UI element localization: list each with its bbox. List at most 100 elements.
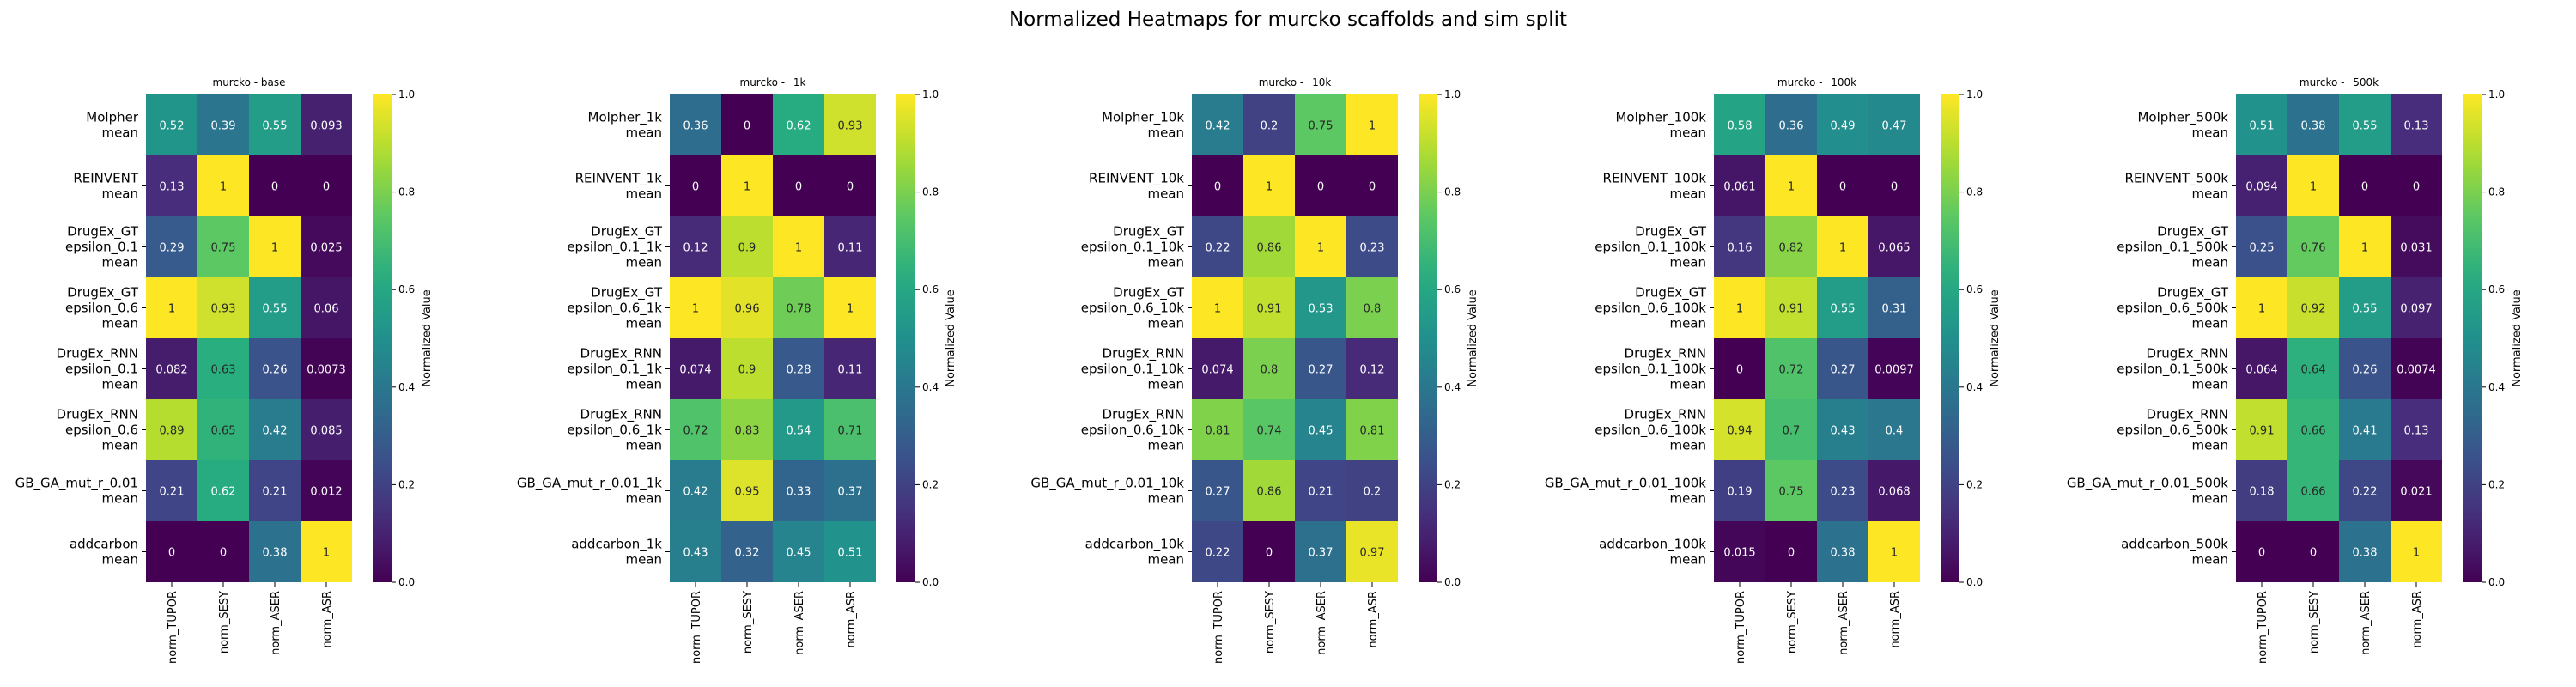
cell-value-label: 0.19 [1728, 486, 1753, 499]
heatmap-cell [2287, 521, 2339, 582]
cell-value-label: 0 [847, 181, 854, 194]
heatmap-cell [2391, 216, 2442, 277]
cell-value-label: 0.93 [211, 303, 236, 316]
colorbar-tick-label: 1.0 [398, 88, 415, 100]
column-label: norm_ASER [270, 591, 283, 655]
heatmap-cell [1346, 155, 1398, 216]
row-label: DrugEx_RNN epsilon_0.1 mean [57, 346, 138, 392]
column-label: norm_TUPOR [1212, 591, 1225, 664]
cell-value-label: 1 [2258, 303, 2265, 316]
cell-value-label: 0.26 [2353, 364, 2378, 377]
cell-value-label: 1 [1891, 547, 1898, 560]
heatmap-cell [197, 399, 249, 460]
cell-value-label: 0 [2361, 181, 2368, 194]
cell-value-label: 0.22 [2353, 486, 2378, 499]
heatmap-cell [721, 399, 773, 460]
cell-value-label: 0.55 [263, 120, 288, 133]
heatmap-cell [1243, 277, 1295, 338]
heatmap-cell [2339, 460, 2391, 521]
heatmap-cell [2339, 155, 2391, 216]
row-label: addcarbon_10k mean [1085, 537, 1185, 568]
cell-value-label: 0.11 [838, 242, 863, 255]
cell-value-label: 0.71 [838, 425, 863, 438]
cell-value-label: 0.37 [1309, 547, 1334, 560]
cell-value-label: 0 [1317, 181, 1324, 194]
heatmap-cell [146, 216, 197, 277]
heatmap-cell [2391, 460, 2442, 521]
cell-value-label: 1 [168, 303, 175, 316]
cell-value-label: 0.62 [787, 120, 811, 133]
heatmap-cell [301, 216, 352, 277]
heatmap-cell [1192, 94, 1243, 155]
panel-title: murcko - base [213, 76, 286, 88]
row-label: DrugEx_RNN epsilon_0.1_100k mean [1595, 346, 1706, 392]
cell-value-label: 0 [1788, 547, 1795, 560]
cell-value-label: 1 [220, 181, 227, 194]
heatmap-cell [2236, 521, 2287, 582]
heatmap-cell [824, 460, 876, 521]
colorbar-tick-label: 0.0 [922, 576, 939, 588]
heatmap-cell [1817, 460, 1868, 521]
heatmap-cell [1817, 521, 1868, 582]
heatmap-cell [301, 399, 352, 460]
heatmap-cell [1765, 155, 1817, 216]
cell-value-label: 0.094 [2245, 181, 2277, 194]
panel-title: murcko - _100k [1777, 76, 1856, 88]
heatmap-cell [1714, 216, 1765, 277]
heatmap-cell [2287, 94, 2339, 155]
column-label: norm_TUPOR [1735, 591, 1747, 664]
cell-value-label: 0.51 [838, 547, 863, 560]
colorbar-label: Normalized Value [1467, 289, 1479, 387]
heatmap-cell [197, 155, 249, 216]
heatmap-cell [1817, 338, 1868, 399]
column-label: norm_ASR [1889, 591, 1902, 648]
colorbar-tick-label: 0.8 [922, 186, 939, 198]
heatmap-cell [670, 460, 721, 521]
cell-value-label: 1 [1317, 242, 1324, 255]
row-label: DrugEx_RNN epsilon_0.6 mean [57, 407, 138, 453]
cell-value-label: 0.27 [1206, 486, 1230, 499]
colorbar-tick-label: 0.6 [398, 283, 415, 295]
heatmap-cell [197, 216, 249, 277]
heatmap-cell [1765, 460, 1817, 521]
cell-value-label: 0.093 [310, 120, 342, 133]
heatmap-cell [1295, 277, 1346, 338]
cell-value-label: 0.025 [310, 242, 342, 255]
heatmap-cell [146, 460, 197, 521]
row-label: addcarbon_1k mean [571, 537, 662, 568]
cell-value-label: 0.76 [2301, 242, 2326, 255]
row-label: DrugEx_RNN epsilon_0.6_1k mean [567, 407, 662, 453]
cell-value-label: 0 [220, 547, 227, 560]
heatmap-cell [2391, 155, 2442, 216]
heatmap-cell [301, 521, 352, 582]
cell-value-label: 1 [2413, 547, 2420, 560]
cell-value-label: 0 [168, 547, 175, 560]
cell-value-label: 0.39 [211, 120, 236, 133]
cell-value-label: 0.55 [263, 303, 288, 316]
heatmap-cell [301, 277, 352, 338]
heatmap-cell [670, 277, 721, 338]
heatmap-cell [1868, 155, 1920, 216]
column-label: norm_ASR [321, 591, 334, 648]
cell-value-label: 0.42 [683, 486, 708, 499]
heatmap-cell [1765, 277, 1817, 338]
panel-title: murcko - _10k [1259, 76, 1332, 88]
cell-value-label: 0.13 [2404, 120, 2429, 133]
heatmap-cell [1714, 338, 1765, 399]
cell-value-label: 0.65 [211, 425, 236, 438]
cell-value-label: 0.068 [1878, 486, 1910, 499]
cell-value-label: 0.78 [787, 303, 811, 316]
column-label: norm_TUPOR [167, 591, 179, 664]
colorbar-tick-label: 0.6 [922, 283, 939, 295]
heatmap-cell [670, 338, 721, 399]
heatmap-cell [1868, 338, 1920, 399]
cell-value-label: 0.38 [1831, 547, 1856, 560]
row-label: REINVENT mean [73, 171, 139, 202]
cell-value-label: 0 [1839, 181, 1846, 194]
cell-value-label: 0.83 [735, 425, 760, 438]
cell-value-label: 1 [2361, 242, 2368, 255]
cell-value-label: 1 [1736, 303, 1743, 316]
row-label: Molpher_1k mean [588, 110, 663, 141]
cell-value-label: 1 [795, 242, 802, 255]
heatmap-cell [1346, 94, 1398, 155]
